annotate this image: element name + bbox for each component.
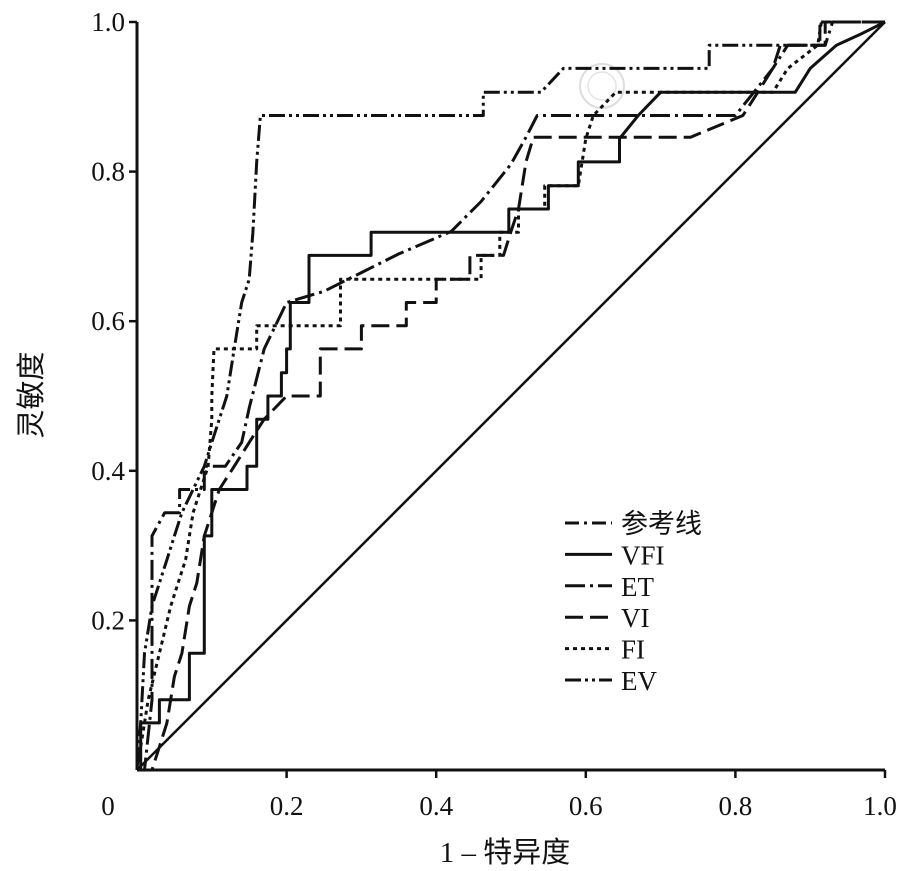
y-tick-label: 0.8: [91, 157, 125, 187]
x-tick-label: 0.6: [569, 791, 603, 821]
roc-curve-et: [137, 20, 885, 772]
y-tick-label: 0.2: [91, 605, 125, 635]
roc-curve-vi: [137, 20, 885, 772]
legend-label: ET: [621, 572, 654, 602]
x-tick-label: 0.2: [270, 791, 304, 821]
x-tick-label: 1.0: [863, 791, 897, 821]
axes: 0.2 0.4 0.6 0.8 1.0 0 0.2 0.4 0.6 0.8 1.0: [91, 7, 897, 821]
y-axis-title: 灵敏度: [15, 351, 48, 438]
legend-label: EV: [621, 666, 657, 696]
y-tick-label: 1.0: [91, 7, 125, 37]
x-axis-title: 1 – 特异度: [440, 836, 571, 869]
roc-curves: [135, 20, 886, 772]
y-tick-label: 0.4: [91, 456, 125, 486]
x-tick-label: 0.4: [419, 791, 453, 821]
roc-curve-vfi: [137, 20, 886, 772]
x-tick-label: 0: [101, 791, 115, 821]
legend-label: VFI: [621, 540, 665, 570]
roc-curve-fi: [135, 20, 885, 771]
watermark-seal: [579, 63, 625, 109]
legend-label: 参考线: [621, 509, 702, 539]
legend-label: FI: [621, 635, 645, 665]
y-tick-label: 0.6: [91, 306, 125, 336]
x-tick-label: 0.8: [719, 791, 753, 821]
legend-label: VI: [621, 603, 650, 633]
reference-line: [136, 21, 886, 771]
